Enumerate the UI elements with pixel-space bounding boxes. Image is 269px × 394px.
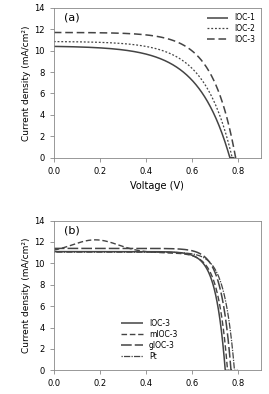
IOC-3 — [227, 368, 230, 373]
IOC-2 — [52, 39, 55, 44]
Pt — [141, 250, 144, 255]
mIOC-3 — [198, 256, 201, 261]
IOC-3 — [147, 249, 150, 254]
Line: IOC-3: IOC-3 — [54, 32, 239, 158]
gIOC-3 — [229, 359, 232, 363]
IOC-3 — [136, 249, 140, 254]
IOC-3 — [234, 155, 238, 160]
Y-axis label: Current density (mA/cm²): Current density (mA/cm²) — [23, 238, 31, 353]
IOC-3 — [140, 32, 143, 37]
mIOC-3 — [138, 248, 141, 253]
IOC-2 — [139, 43, 142, 48]
IOC-2 — [234, 155, 237, 160]
Line: IOC-2: IOC-2 — [54, 42, 236, 158]
IOC-3 — [135, 249, 139, 254]
gIOC-3 — [138, 246, 141, 251]
IOC-1 — [228, 152, 231, 157]
IOC-3 — [233, 151, 236, 156]
Pt — [52, 250, 55, 255]
mIOC-3 — [225, 363, 229, 368]
IOC-1 — [229, 155, 232, 160]
mIOC-3 — [137, 248, 140, 253]
gIOC-3 — [230, 368, 233, 373]
Legend: IOC-1, IOC-2, IOC-3: IOC-1, IOC-2, IOC-3 — [206, 12, 257, 46]
IOC-3 — [141, 32, 145, 37]
IOC-2 — [161, 48, 164, 53]
gIOC-3 — [233, 368, 236, 373]
IOC-3 — [196, 255, 199, 260]
IOC-1 — [137, 50, 141, 55]
IOC-3 — [153, 33, 156, 38]
IOC-1 — [139, 50, 142, 55]
gIOC-3 — [150, 246, 153, 251]
Line: IOC-1: IOC-1 — [54, 46, 233, 158]
Pt — [232, 359, 235, 364]
gIOC-3 — [160, 246, 163, 251]
gIOC-3 — [200, 253, 204, 257]
Pt — [140, 250, 143, 255]
mIOC-3 — [148, 249, 152, 254]
Pt — [203, 256, 206, 261]
Text: (a): (a) — [64, 12, 80, 22]
IOC-2 — [231, 155, 234, 160]
IOC-1 — [199, 89, 203, 94]
gIOC-3 — [52, 246, 55, 251]
IOC-3 — [238, 155, 241, 160]
Line: Pt: Pt — [54, 252, 238, 370]
IOC-3 — [52, 30, 55, 35]
IOC-3 — [162, 35, 166, 40]
Line: mIOC-3: mIOC-3 — [54, 240, 231, 370]
IOC-1 — [159, 56, 162, 61]
Y-axis label: Current density (mA/cm²): Current density (mA/cm²) — [23, 25, 31, 141]
IOC-3 — [204, 64, 207, 69]
IOC-3 — [52, 249, 55, 254]
Pt — [236, 368, 240, 373]
Pt — [152, 250, 155, 255]
IOC-2 — [140, 43, 143, 48]
Pt — [162, 250, 165, 255]
Line: gIOC-3: gIOC-3 — [54, 248, 235, 370]
Text: (b): (b) — [64, 225, 80, 235]
mIOC-3 — [52, 248, 55, 253]
IOC-1 — [149, 53, 153, 58]
Pt — [233, 368, 236, 373]
IOC-2 — [151, 45, 154, 50]
mIOC-3 — [158, 250, 161, 255]
X-axis label: Voltage (V): Voltage (V) — [130, 181, 184, 191]
Legend: IOC-3, mIOC-3, gIOC-3, Pt: IOC-3, mIOC-3, gIOC-3, Pt — [120, 317, 179, 362]
gIOC-3 — [139, 246, 142, 251]
mIOC-3 — [94, 238, 97, 242]
IOC-2 — [230, 152, 233, 157]
mIOC-3 — [229, 368, 233, 373]
IOC-1 — [52, 44, 55, 49]
IOC-3 — [223, 359, 226, 363]
IOC-2 — [201, 79, 204, 84]
IOC-1 — [232, 155, 235, 160]
IOC-3 — [156, 249, 160, 254]
Line: IOC-3: IOC-3 — [54, 252, 229, 370]
IOC-3 — [224, 368, 227, 373]
